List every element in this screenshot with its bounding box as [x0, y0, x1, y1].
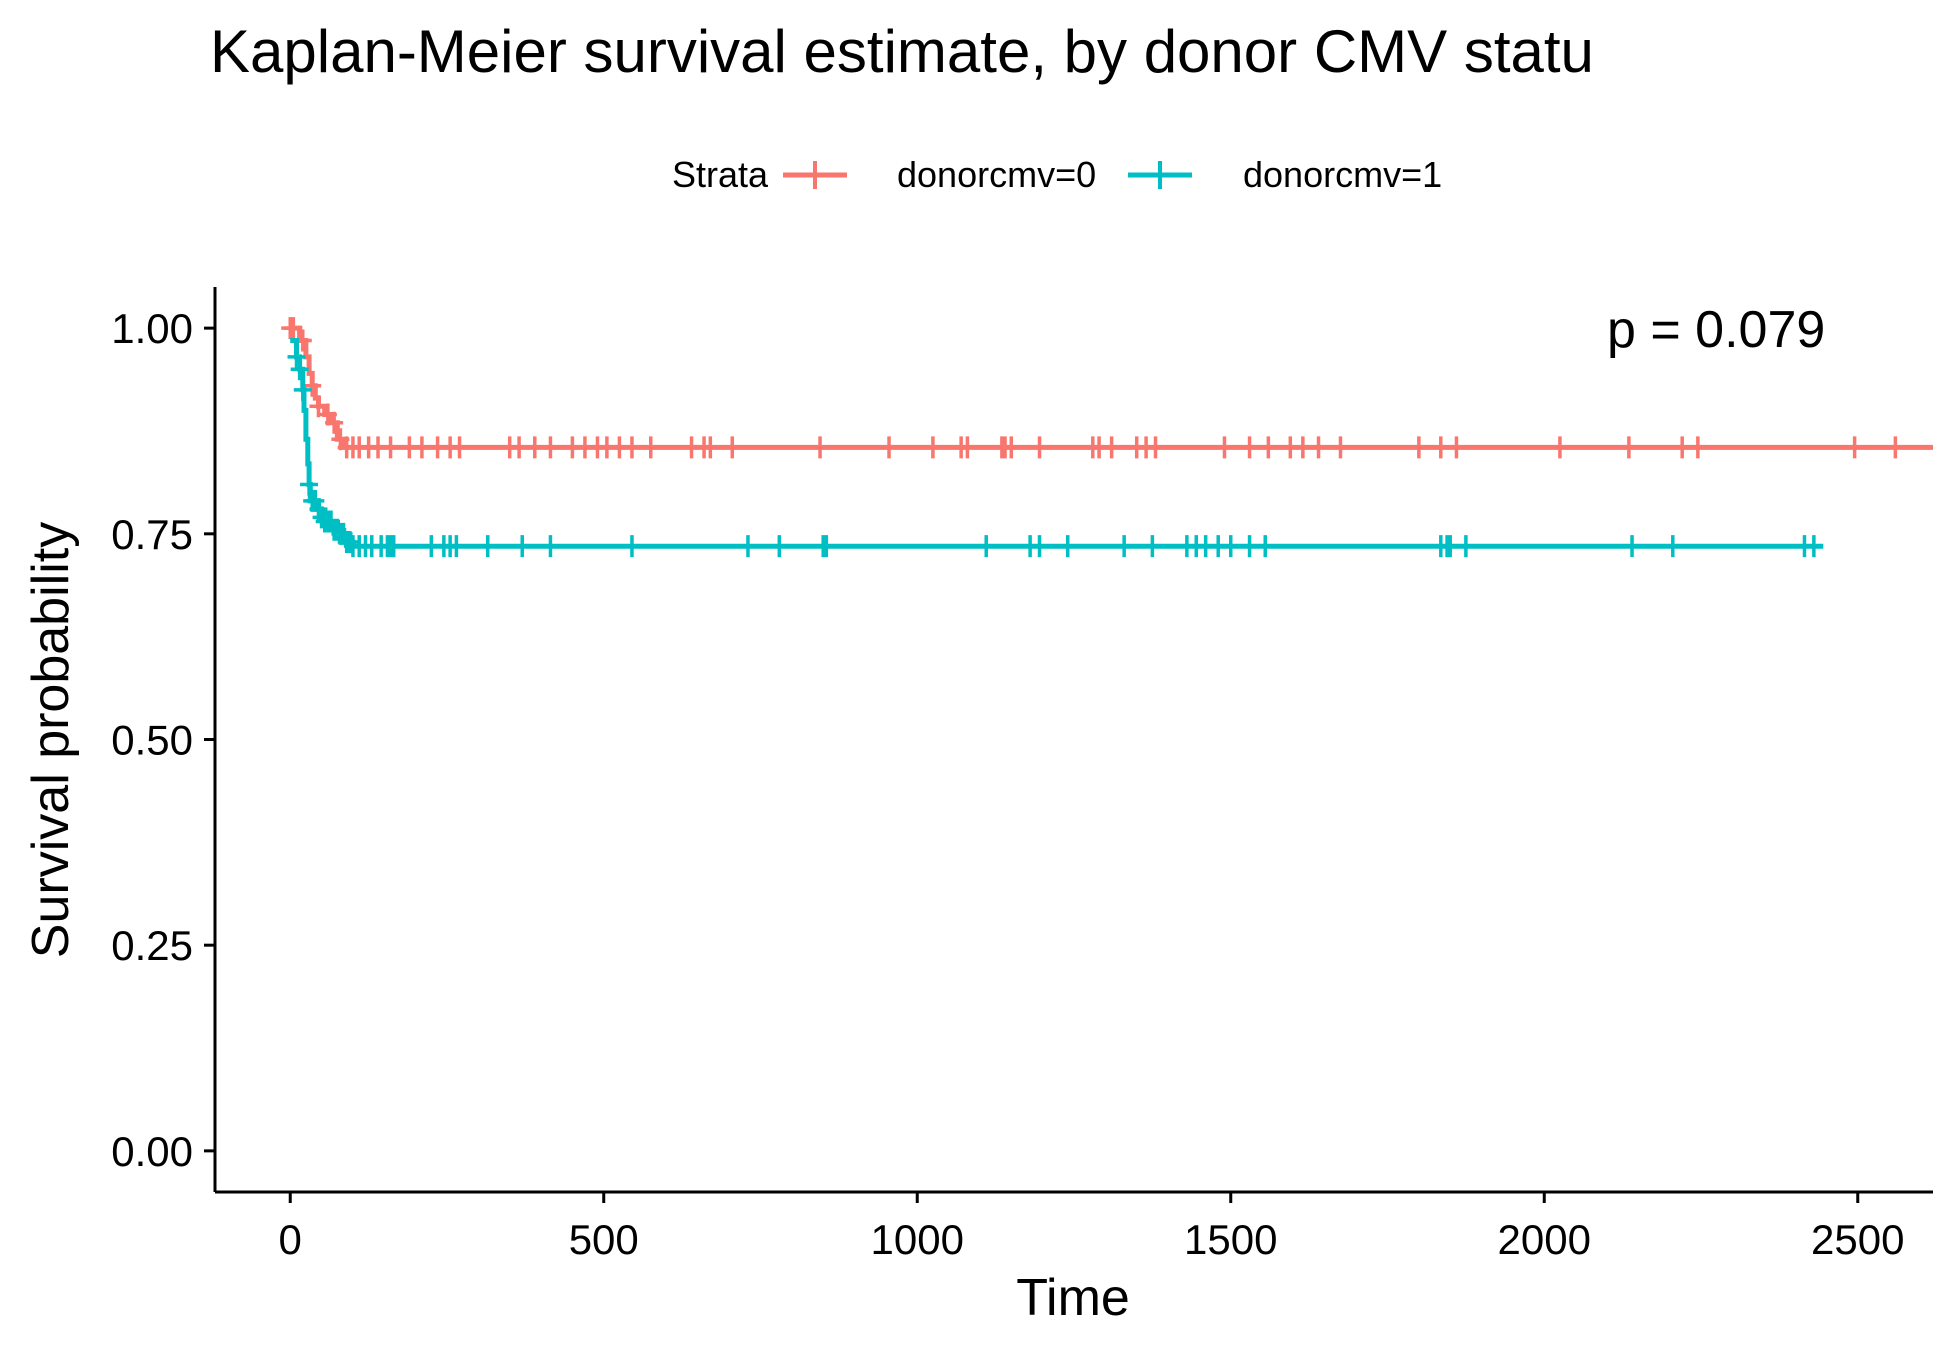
censor-mark — [1845, 436, 1864, 459]
chart-title: Kaplan-Meier survival estimate, by donor… — [210, 18, 1594, 85]
censor-mark — [309, 395, 328, 418]
censor-mark — [701, 436, 720, 459]
x-tick-label: 0 — [279, 1216, 302, 1263]
y-tick-label: 0.50 — [111, 717, 193, 764]
censor-mark — [817, 535, 836, 558]
censor-mark — [770, 535, 789, 558]
censor-mark — [880, 436, 899, 459]
censor-mark — [541, 436, 560, 459]
censor-mark — [287, 345, 306, 368]
censor-mark — [1293, 436, 1312, 459]
censor-mark — [447, 535, 466, 558]
censor-mark — [478, 535, 497, 558]
censor-mark — [1688, 436, 1707, 459]
y-tick-label: 0.75 — [111, 511, 193, 558]
x-tick-label: 2500 — [1811, 1216, 1904, 1263]
y-tick-label: 0.25 — [111, 922, 193, 969]
legend-title: Strata — [672, 154, 769, 195]
censor-mark — [450, 436, 469, 459]
censor-mark — [325, 411, 344, 434]
censor-mark — [1309, 436, 1328, 459]
x-tick-label: 1500 — [1184, 1216, 1277, 1263]
y-axis-title: Survival probability — [22, 522, 80, 958]
censor-mark — [300, 473, 319, 496]
censor-mark — [1804, 535, 1823, 558]
censor-mark — [1550, 436, 1569, 459]
censor-mark — [1058, 535, 1077, 558]
x-tick-label: 1000 — [871, 1216, 964, 1263]
censor-mark — [1447, 436, 1466, 459]
censor-mark — [1886, 436, 1905, 459]
y-tick-label: 1.00 — [111, 305, 193, 352]
censor-mark — [1673, 436, 1692, 459]
censor-mark — [510, 436, 529, 459]
axes: 0 500 1000 1500 2000 2500 0.00 0.25 0.50 0.75 1.00 — [111, 287, 1933, 1263]
legend: Strata donorcmv=0 donorcmv=1 — [672, 154, 1442, 195]
censor-mark — [525, 436, 544, 459]
legend-key-donorcmv-1 — [1128, 161, 1192, 189]
censor-mark — [1619, 436, 1638, 459]
censor-mark — [622, 436, 641, 459]
legend-label-donorcmv-1: donorcmv=1 — [1243, 154, 1442, 195]
censor-mark — [1002, 436, 1021, 459]
censor-mark — [1456, 535, 1475, 558]
censor-mark — [811, 436, 830, 459]
plot-area — [281, 317, 1933, 558]
censor-mark — [1030, 436, 1049, 459]
censor-mark — [381, 436, 400, 459]
censor-mark — [958, 436, 977, 459]
x-tick-label: 2000 — [1498, 1216, 1591, 1263]
x-tick-label: 500 — [569, 1216, 639, 1263]
censor-mark — [923, 436, 942, 459]
censor-mark — [1409, 436, 1428, 459]
censor-mark — [290, 358, 309, 381]
censor-mark — [1240, 535, 1259, 558]
censor-mark — [1115, 535, 1134, 558]
censor-mark — [1146, 436, 1165, 459]
censor-mark — [284, 317, 303, 340]
censor-mark — [513, 535, 532, 558]
censor-marks-donorcmv-1 — [287, 345, 1823, 558]
censor-mark — [1331, 436, 1350, 459]
censor-mark — [384, 535, 403, 558]
censor-mark — [1143, 535, 1162, 558]
censor-mark — [641, 436, 660, 459]
censor-mark — [977, 535, 996, 558]
p-value-annotation: p = 0.079 — [1607, 301, 1825, 359]
censor-mark — [622, 535, 641, 558]
censor-mark — [1102, 436, 1121, 459]
censor-mark — [1441, 535, 1460, 558]
censor-mark — [1240, 436, 1259, 459]
censor-mark — [1663, 535, 1682, 558]
censor-mark — [1215, 436, 1234, 459]
censor-mark — [1431, 436, 1450, 459]
censor-mark — [541, 535, 560, 558]
legend-key-donorcmv-0 — [783, 161, 847, 189]
legend-label-donorcmv-0: donorcmv=0 — [897, 154, 1096, 195]
censor-mark — [723, 436, 742, 459]
censor-mark — [1259, 436, 1278, 459]
censor-mark — [303, 374, 322, 397]
censor-mark — [1256, 535, 1275, 558]
y-tick-label: 0.00 — [111, 1128, 193, 1175]
x-axis-title: Time — [1016, 1269, 1130, 1327]
censor-mark — [738, 535, 757, 558]
censor-mark — [1221, 535, 1240, 558]
censor-mark — [293, 378, 312, 401]
censor-mark — [1623, 535, 1642, 558]
censor-mark — [412, 436, 431, 459]
censor-mark — [340, 531, 359, 554]
censor-mark — [1030, 535, 1049, 558]
censor-marks-donorcmv-0 — [281, 317, 1905, 459]
